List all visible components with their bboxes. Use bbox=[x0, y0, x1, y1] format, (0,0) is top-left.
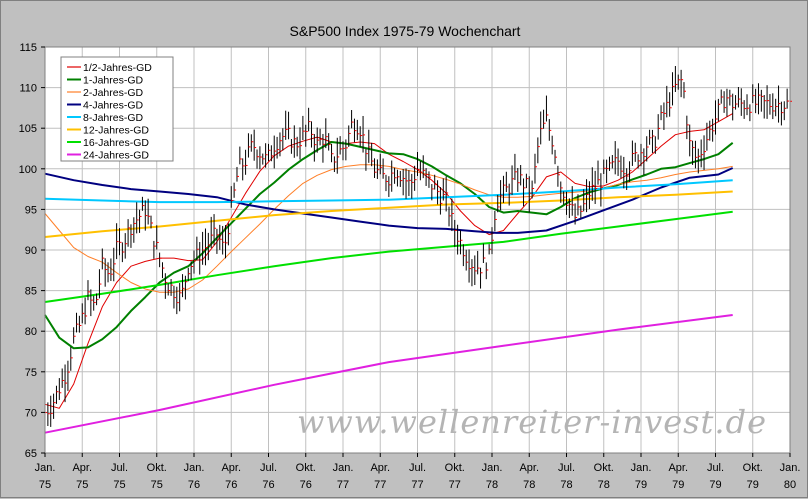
legend-label: 8-Jahres-GD bbox=[83, 112, 144, 124]
x-tick-label-month: Jul. bbox=[409, 462, 426, 474]
series-line bbox=[44, 190, 733, 238]
series-line bbox=[44, 179, 733, 204]
legend-label: 4-Jahres-GD bbox=[83, 100, 144, 112]
y-tick-label: 105 bbox=[19, 123, 37, 135]
chart-title: S&P500 Index 1975-79 Wochenchart bbox=[290, 23, 521, 39]
x-tick-label-year: 75 bbox=[151, 479, 163, 491]
x-tick-label-year: 75 bbox=[39, 479, 51, 491]
legend-label: 2-Jahres-GD bbox=[83, 87, 144, 99]
y-tick-label: 65 bbox=[25, 448, 37, 460]
x-tick-label-month: Apr. bbox=[370, 462, 390, 474]
x-tick-label-month: Apr. bbox=[668, 462, 688, 474]
x-tick-label-year: 76 bbox=[262, 479, 274, 491]
y-tick-label: 70 bbox=[25, 407, 37, 419]
y-tick-label: 95 bbox=[25, 204, 37, 216]
x-tick-label-month: Jan. bbox=[35, 462, 56, 474]
x-tick-label-year: 78 bbox=[486, 479, 498, 491]
legend-label: 16-Jahres-GD bbox=[83, 137, 149, 149]
x-tick-label-year: 79 bbox=[672, 479, 684, 491]
x-tick-label-month: Jul. bbox=[111, 462, 128, 474]
x-tick-label-month: Jan. bbox=[631, 462, 652, 474]
x-tick-label-year: 77 bbox=[374, 479, 386, 491]
x-tick-label-month: Okt. bbox=[147, 462, 167, 474]
legend-label: 12-Jahres-GD bbox=[83, 125, 149, 137]
x-tick-label-month: Okt. bbox=[445, 462, 465, 474]
y-tick-label: 100 bbox=[19, 164, 37, 176]
series-line bbox=[44, 167, 734, 234]
x-tick-label-year: 75 bbox=[113, 479, 125, 491]
x-tick-label-month: Okt. bbox=[743, 462, 763, 474]
x-tick-label-year: 77 bbox=[337, 479, 349, 491]
x-tick-label-year: 76 bbox=[300, 479, 312, 491]
legend-label: 1/2-Jahres-GD bbox=[83, 62, 152, 74]
y-tick-label: 75 bbox=[25, 367, 37, 379]
x-tick-label-year: 80 bbox=[784, 479, 796, 491]
y-tick-label: 80 bbox=[25, 326, 37, 338]
x-tick-label-month: Jan. bbox=[184, 462, 205, 474]
legend-label: 24-Jahres-GD bbox=[83, 150, 149, 162]
series-line bbox=[44, 210, 733, 303]
x-tick-label-month: Jan. bbox=[482, 462, 503, 474]
price-bars bbox=[44, 65, 792, 427]
y-tick-label: 90 bbox=[25, 245, 37, 257]
x-tick-label-month: Jan. bbox=[333, 462, 354, 474]
x-tick-label-month: Okt. bbox=[594, 462, 614, 474]
x-tick-label-year: 76 bbox=[188, 479, 200, 491]
y-tick-label: 110 bbox=[19, 83, 37, 95]
x-tick-label-month: Okt. bbox=[296, 462, 316, 474]
x-tick-label-year: 79 bbox=[709, 479, 721, 491]
x-tick-label-month: Apr. bbox=[72, 462, 92, 474]
series-line bbox=[44, 141, 734, 350]
watermark: www.wellenreiter-invest.de bbox=[297, 403, 767, 441]
x-tick-label-month: Jul. bbox=[707, 462, 724, 474]
x-axis: Jan. 75 Apr. 75 Jul. 75 Okt. 75 Jan. 76 Apr. 76 Jul.… bbox=[35, 453, 801, 491]
x-tick-label-year: 78 bbox=[560, 479, 572, 491]
x-tick-label-year: 78 bbox=[598, 479, 610, 491]
legend: 1/2-Jahres-GD1-Jahres-GD2-Jahres-GD4-Jah… bbox=[60, 56, 174, 162]
series-line bbox=[44, 164, 733, 293]
y-tick-label: 115 bbox=[19, 42, 37, 54]
x-tick-label-year: 77 bbox=[449, 479, 461, 491]
x-tick-label-month: Jul. bbox=[260, 462, 277, 474]
x-tick-label-month: Apr. bbox=[221, 462, 241, 474]
x-tick-label-year: 79 bbox=[635, 479, 647, 491]
y-tick-label: 85 bbox=[25, 286, 37, 298]
x-tick-label-year: 79 bbox=[747, 479, 759, 491]
legend-label: 1-Jahres-GD bbox=[83, 75, 144, 87]
x-tick-label-month: Jul. bbox=[558, 462, 575, 474]
legend-box bbox=[60, 56, 174, 162]
series-line bbox=[44, 314, 733, 434]
y-axis: 65 70 75 80 85 90 95 100 105 110 115 bbox=[19, 42, 45, 460]
x-tick-label-year: 78 bbox=[523, 479, 535, 491]
x-tick-label-year: 76 bbox=[225, 479, 237, 491]
x-tick-label-year: 77 bbox=[411, 479, 423, 491]
x-tick-label-month: Apr. bbox=[519, 462, 539, 474]
x-tick-label-month: Jan. bbox=[780, 462, 801, 474]
x-tick-label-year: 75 bbox=[76, 479, 88, 491]
